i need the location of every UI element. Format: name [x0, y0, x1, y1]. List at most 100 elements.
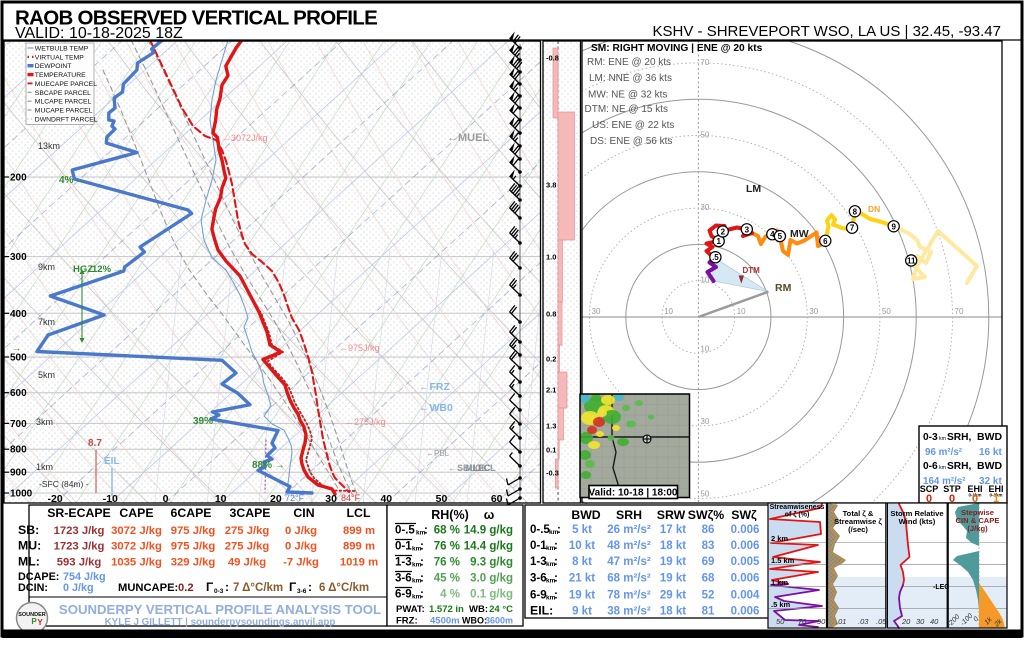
svg-text:km: km — [549, 529, 559, 536]
svg-text:km: km — [546, 578, 556, 585]
svg-text:0.006: 0.006 — [731, 606, 760, 618]
svg-text:km: km — [546, 561, 556, 568]
svg-text:84°F: 84°F — [341, 493, 361, 503]
svg-text:10: 10 — [737, 307, 746, 316]
svg-text:30: 30 — [325, 493, 337, 505]
svg-text::: : — [557, 524, 561, 536]
svg-text:30: 30 — [700, 417, 709, 426]
svg-text:70: 70 — [700, 58, 709, 67]
svg-text:→: → — [12, 343, 21, 353]
svg-text:RAOB OBSERVED VERTICAL PROFILE: RAOB OBSERVED VERTICAL PROFILE — [15, 7, 377, 30]
svg-text:90: 90 — [817, 617, 826, 626]
svg-text:DCAPE:: DCAPE: — [18, 571, 59, 583]
svg-text:BWD: BWD — [977, 431, 1002, 443]
svg-text:899 m: 899 m — [343, 525, 375, 537]
svg-text:1723 J/kg: 1723 J/kg — [54, 525, 105, 537]
svg-text:81: 81 — [702, 606, 715, 618]
svg-text:3km: 3km — [36, 417, 53, 427]
svg-text:593 J/kg: 593 J/kg — [57, 557, 102, 569]
svg-text:CIN: CIN — [293, 506, 314, 520]
svg-text:0-1km: 0-1km — [968, 493, 981, 498]
svg-text:1.572 in: 1.572 in — [429, 604, 464, 615]
svg-text:29 kt: 29 kt — [660, 590, 686, 602]
svg-text:0 J/kg: 0 J/kg — [63, 582, 94, 594]
svg-text:TEMPERATURE: TEMPERATURE — [35, 72, 86, 79]
svg-text:5 kt: 5 kt — [572, 524, 592, 536]
svg-text:MW: MW — [790, 228, 809, 240]
svg-text:0.2: 0.2 — [546, 355, 556, 364]
svg-text:3.0 g/kg: 3.0 g/kg — [470, 573, 513, 585]
svg-text:70: 70 — [798, 617, 807, 626]
svg-text:14.9 g/kg: 14.9 g/kg — [464, 525, 513, 537]
svg-text:3-6: 3-6 — [297, 588, 307, 595]
svg-text:←3072J/kg: ←3072J/kg — [222, 133, 268, 143]
svg-text:800: 800 — [10, 445, 27, 456]
svg-text:9km: 9km — [38, 262, 55, 272]
svg-text:2: 2 — [721, 228, 726, 237]
svg-text:900: 900 — [10, 468, 27, 479]
svg-text:11: 11 — [907, 257, 916, 266]
svg-text:69: 69 — [702, 556, 715, 568]
svg-text:70: 70 — [955, 307, 964, 316]
svg-text:DEWPOINT: DEWPOINT — [35, 63, 72, 70]
svg-text:18 kt: 18 kt — [660, 606, 686, 618]
svg-text:600: 600 — [10, 388, 27, 399]
svg-text:16 kt: 16 kt — [979, 447, 1002, 458]
svg-text:5: 5 — [778, 232, 783, 241]
svg-text:km: km — [412, 578, 422, 585]
svg-text:SOUNDERPY VERTICAL PROFILE ANA: SOUNDERPY VERTICAL PROFILE ANALYSIS TOOL — [59, 602, 381, 617]
svg-text:.5: .5 — [712, 253, 719, 262]
svg-text:RM: RM — [775, 282, 792, 294]
svg-text:8: 8 — [853, 207, 858, 216]
svg-text:3-6: 3-6 — [530, 573, 547, 585]
svg-text:EIL:: EIL: — [530, 604, 553, 618]
svg-text:0.1: 0.1 — [546, 446, 556, 455]
svg-text:MU:: MU: — [18, 539, 41, 553]
svg-text:(J/kg): (J/kg) — [967, 524, 988, 533]
svg-text:←FRZ: ←FRZ — [419, 381, 450, 393]
svg-text:km: km — [416, 530, 426, 537]
svg-text:8.7: 8.7 — [88, 438, 102, 449]
svg-text:7 Δ°C/km: 7 Δ°C/km — [233, 582, 283, 594]
svg-text:MW: NE @ 32 kts: MW: NE @ 32 kts — [588, 90, 667, 101]
svg-text:10 kt: 10 kt — [569, 540, 595, 552]
svg-text:9: 9 — [891, 222, 896, 231]
svg-text:0-.5: 0-.5 — [530, 524, 550, 536]
svg-text:40: 40 — [380, 493, 392, 505]
svg-text:5km: 5km — [38, 370, 55, 380]
svg-text::: : — [554, 540, 558, 552]
svg-text:0 J/kg: 0 J/kg — [285, 525, 317, 537]
svg-text:Storm Relative: Storm Relative — [890, 509, 943, 518]
svg-text:20: 20 — [901, 617, 911, 626]
svg-text:Valid: 10-18 | 18:00: Valid: 10-18 | 18:00 — [589, 488, 678, 499]
svg-text:ML:: ML: — [18, 555, 40, 569]
svg-text:10: 10 — [215, 493, 227, 505]
svg-text:19 kt: 19 kt — [569, 590, 595, 602]
svg-text:0-3: 0-3 — [214, 588, 224, 595]
svg-text:10: 10 — [700, 276, 709, 285]
svg-text:20: 20 — [270, 493, 282, 505]
svg-text:0.8: 0.8 — [546, 310, 556, 319]
svg-text:0-1: 0-1 — [530, 540, 547, 552]
svg-text:78 m²/s²: 78 m²/s² — [607, 590, 651, 602]
svg-text::: : — [420, 557, 424, 569]
svg-text:52: 52 — [702, 590, 715, 602]
svg-text:275 J/kg: 275 J/kg — [225, 525, 270, 537]
svg-text:.01: .01 — [836, 617, 846, 626]
svg-text:RH(%): RH(%) — [431, 508, 469, 522]
svg-text:km: km — [412, 546, 422, 553]
svg-text:ω: ω — [484, 508, 495, 522]
svg-text:0.2: 0.2 — [178, 582, 194, 594]
svg-text:SRH: SRH — [616, 508, 642, 522]
svg-text:EIL: EIL — [104, 456, 120, 467]
svg-text:KSHV - SHREVEPORT WSO, LA US |: KSHV - SHREVEPORT WSO, LA US | 32.45, -9… — [653, 23, 1001, 40]
svg-text:km: km — [412, 562, 422, 569]
svg-text:SRW: SRW — [657, 508, 686, 522]
svg-text:RM: ENE @ 20 kts: RM: ENE @ 20 kts — [587, 57, 671, 68]
svg-text:SBCAPE PARCEL: SBCAPE PARCEL — [35, 90, 91, 97]
svg-text:32 kt: 32 kt — [979, 476, 1002, 487]
svg-text:50: 50 — [700, 490, 709, 499]
svg-text:P: P — [31, 617, 37, 626]
svg-text::: : — [308, 580, 312, 594]
svg-text::: : — [554, 556, 558, 568]
